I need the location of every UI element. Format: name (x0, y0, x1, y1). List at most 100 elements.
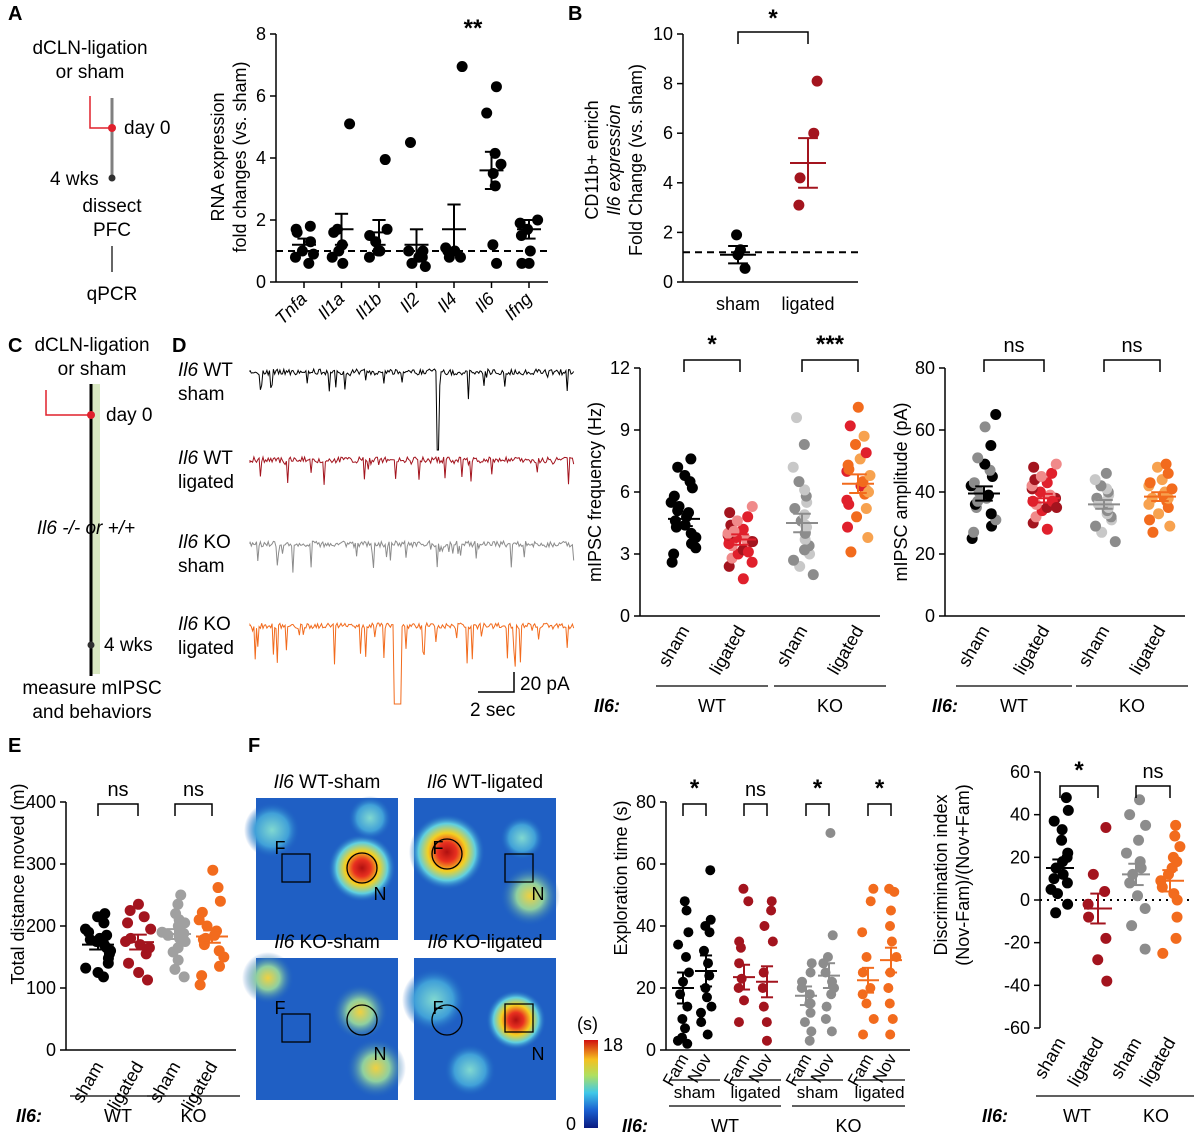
data-point (886, 936, 897, 947)
data-point (868, 1014, 879, 1024)
x-fam-nov-label: Nov (745, 1050, 777, 1086)
heat-spot (332, 984, 388, 1040)
chart-d-amplitude: 0 20 40 60 80 sham ligated sham ligated ns ns WT KO I… (915, 335, 1188, 716)
schematic-a-wks: 4 wks (50, 169, 99, 190)
y-tick-label: 4 (256, 148, 266, 168)
data-point (827, 930, 838, 941)
data-point (142, 974, 154, 986)
data-point (889, 886, 900, 897)
panel-label-e: E (8, 735, 21, 757)
colorbar-unit: (s) (577, 1014, 598, 1034)
data-point (1062, 804, 1074, 816)
data-point (138, 911, 150, 923)
y-tick-label: 0 (256, 272, 266, 292)
trace-gene-name: Il6 (178, 614, 199, 635)
data-point (145, 923, 157, 935)
data-point (214, 895, 226, 907)
data-point (791, 412, 803, 424)
y-tick-label: 60 (636, 854, 656, 874)
data-point (156, 926, 168, 938)
schematic-a-top: dCLN-ligation (32, 38, 147, 59)
data-point (1147, 526, 1159, 538)
data-point (1140, 819, 1152, 831)
data-point (1132, 890, 1144, 902)
y-tick-label: 0 (1020, 890, 1030, 910)
trace-label-1: Il6 KO (178, 614, 231, 635)
heatmaps: Il6 WT-sham F N Il6 WT-ligated F N Il6 KO-sham… (242, 772, 560, 1100)
data-point (883, 983, 894, 993)
trace-line (249, 539, 575, 573)
x-category-label: ligated (706, 622, 750, 678)
y-tick-label: -40 (1004, 975, 1030, 995)
data-point (820, 1014, 831, 1024)
data-point (516, 257, 528, 269)
data-point (1160, 458, 1172, 470)
data-point (793, 476, 805, 488)
data-point (742, 511, 754, 523)
data-point (196, 970, 208, 982)
y-tick-label: 0 (620, 606, 630, 626)
data-point (806, 1026, 817, 1037)
data-point (1052, 888, 1064, 900)
data-point (123, 957, 135, 969)
schematic-a-top2: or sham (56, 62, 125, 83)
y-tick-label: 12 (610, 358, 630, 378)
data-point (804, 1035, 815, 1046)
significance-label: ns (745, 779, 766, 801)
y-tick-label: 9 (620, 420, 630, 440)
significance-bracket (801, 359, 859, 372)
data-point (1046, 467, 1058, 479)
data-point (1041, 523, 1053, 535)
significance-label: *** (816, 331, 845, 358)
trace-line (249, 621, 575, 705)
data-point (861, 998, 872, 1009)
trace-line (249, 455, 575, 485)
genotype-label: KO (1143, 1106, 1169, 1126)
heatmap-title: Il6 KO-ligated (427, 932, 542, 953)
data-point (1056, 834, 1068, 846)
x-category-label: ligated (824, 622, 868, 678)
trace-scale-bar: 20 pA 2 sec (470, 672, 570, 721)
data-point (1171, 911, 1183, 923)
heat-spot (486, 990, 546, 1050)
panel-label-a: A (8, 3, 22, 25)
significance-bracket (682, 803, 707, 816)
y-tick-label: 20 (1010, 847, 1030, 867)
data-point (1060, 792, 1072, 804)
data-point (212, 882, 224, 894)
x-fam-nov-label: Nov (807, 1050, 839, 1086)
data-point (1050, 458, 1062, 470)
data-point (1051, 502, 1063, 513)
x-category-label: Il6 (471, 288, 499, 316)
data-point (1157, 947, 1169, 959)
object-box (281, 853, 311, 883)
data-point (481, 107, 493, 119)
data-point (1120, 847, 1132, 859)
data-point (968, 526, 980, 538)
group-label: sham (797, 1083, 839, 1102)
data-point (696, 1017, 707, 1028)
data-point (703, 958, 714, 969)
data-point (972, 452, 984, 464)
data-point (1089, 474, 1101, 486)
y-tick-label: 20 (636, 978, 656, 998)
panel-label-f: F (248, 735, 260, 757)
data-point (743, 896, 754, 907)
data-point (303, 257, 315, 269)
data-point (739, 262, 751, 274)
trace-label-2: ligated (178, 638, 234, 659)
data-point (122, 917, 134, 929)
data-point (821, 1001, 832, 1012)
data-point (196, 906, 208, 918)
significance-bracket (1059, 785, 1099, 798)
b-ylabel-1: CD11b+ enrich (582, 100, 602, 219)
data-point (172, 954, 184, 966)
data-point (857, 967, 868, 978)
data-point (825, 828, 836, 838)
data-point (337, 257, 349, 269)
data-point (374, 245, 386, 257)
x-category-label: ligated (781, 294, 834, 314)
data-point (344, 118, 356, 130)
data-point (868, 883, 879, 894)
